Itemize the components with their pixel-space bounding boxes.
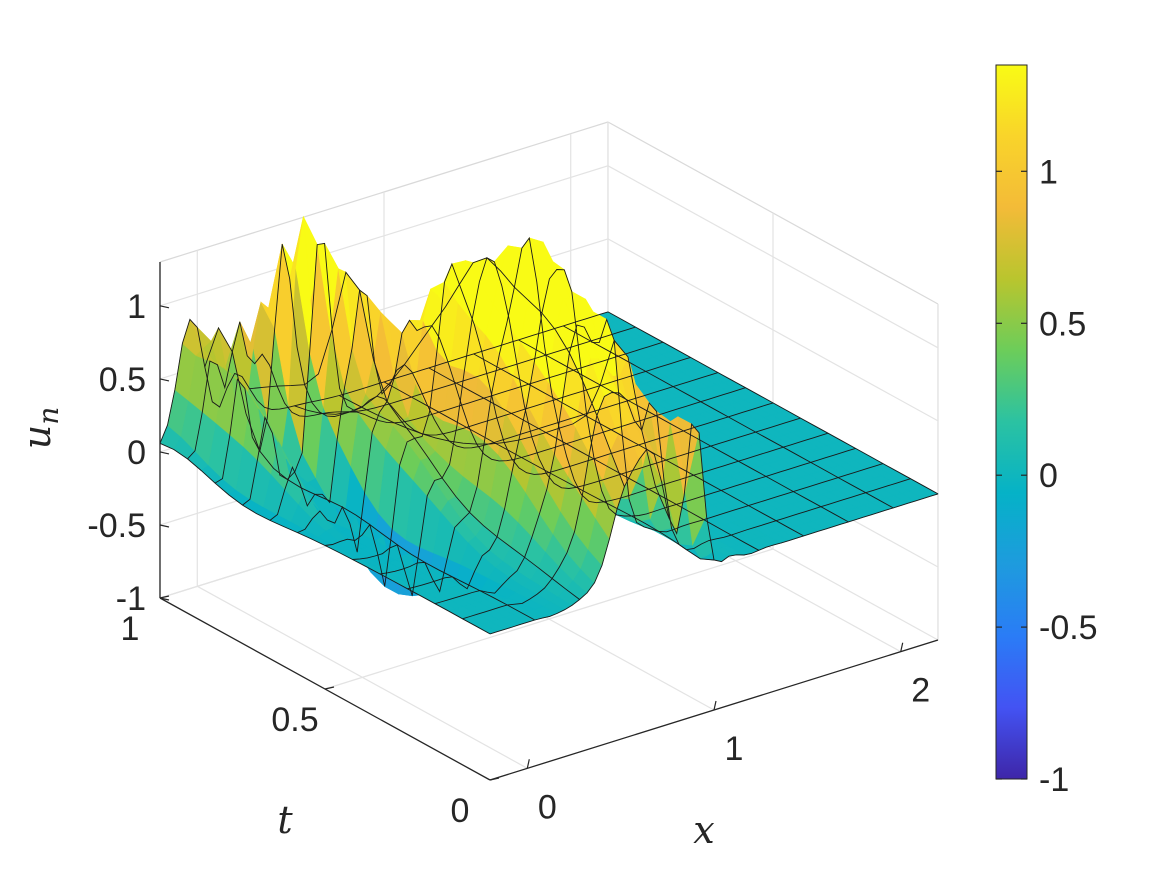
ylabel: t: [277, 798, 293, 842]
colorbar-gradient: [995, 64, 1028, 780]
colorbar-tick-label: -1: [1039, 761, 1069, 799]
colorbar-ticks: -1 -0.5 0 0.5 1: [996, 153, 1098, 799]
z-tick-mark: [159, 305, 170, 309]
t-tick-label: 1: [121, 610, 140, 648]
axis-labels: un t x: [15, 407, 715, 852]
mesh-line-x: [249, 271, 580, 600]
mesh-line-x: [473, 353, 804, 537]
x-tick-label: 0: [538, 788, 557, 826]
x-tick-label: 1: [725, 730, 744, 768]
colorbar-tick-label: 0.5: [1039, 305, 1086, 343]
zlabel: un: [15, 407, 65, 450]
z-tick-mark: [159, 597, 170, 601]
z-tick-label: 1: [127, 288, 146, 326]
t-tick-mark: [489, 777, 500, 781]
mesh-line-x: [159, 442, 491, 635]
mesh-line-x: [338, 339, 670, 519]
xlabel: x: [693, 808, 714, 852]
x-tick-label: 2: [911, 672, 930, 710]
z-tick-label: 0.5: [99, 361, 146, 399]
colorbar: -1 -0.5 0 0.5 1: [995, 64, 1098, 799]
x-tick-mark: [526, 759, 530, 769]
colorbar-tick-label: 1: [1039, 153, 1058, 191]
t-tick-label: 0: [451, 792, 470, 830]
z-tick-mark: [159, 451, 170, 455]
z-tick-mark: [159, 378, 170, 382]
colorbar-tick-label: -0.5: [1039, 609, 1098, 647]
zlabel-subscript: n: [32, 407, 65, 425]
z-tick-label: -0.5: [87, 507, 146, 545]
z-tick-label: -1: [116, 580, 146, 618]
mesh-line-x: [428, 367, 760, 551]
z-tick-label: 0: [127, 434, 146, 472]
mesh-line-x: [607, 311, 939, 495]
mesh-line-x: [383, 381, 715, 561]
t-tick-mark: [324, 686, 335, 690]
x-tick-mark: [900, 642, 904, 652]
mesh-line-x: [562, 325, 894, 509]
surface-plot: [159, 215, 939, 635]
mesh-line-x: [518, 339, 849, 523]
zlabel-main: u: [15, 425, 59, 449]
mesh-line-x: [294, 257, 625, 487]
t-tick-label: 0.5: [271, 701, 318, 739]
mesh-line-x: [204, 326, 536, 621]
z-tick-mark: [159, 524, 170, 528]
t-tick-mark: [159, 595, 170, 599]
floor-grid-t: [324, 548, 774, 690]
colorbar-tick-label: 0: [1039, 457, 1058, 495]
x-tick-mark: [713, 700, 717, 711]
